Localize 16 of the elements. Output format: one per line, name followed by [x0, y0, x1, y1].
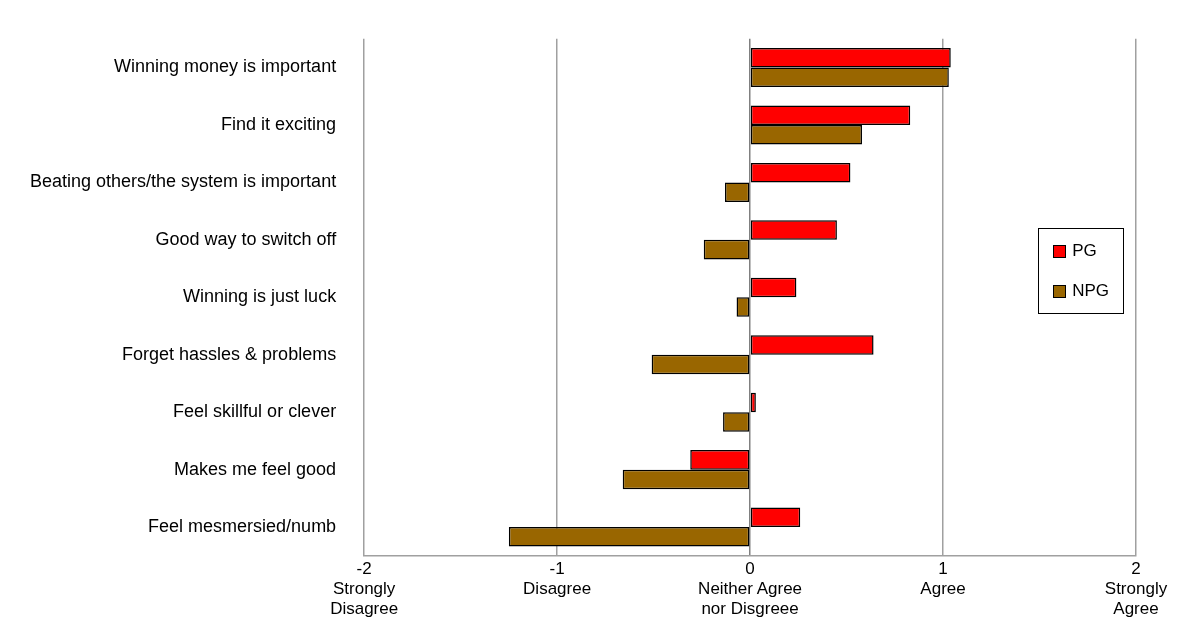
y-tick-label: Winning money is important — [114, 56, 337, 77]
x-tick-label: 1 Agree — [920, 558, 966, 599]
y-tick-label: Feel skillful or clever — [173, 401, 337, 422]
x-tick-label: -1 Disagree — [523, 558, 592, 599]
y-tick-label: Forget hassles & problems — [122, 343, 337, 364]
x-tick-label: 0 Neither Agree nor Disgreee — [698, 558, 803, 619]
y-tick-label: Winning is just luck — [183, 286, 338, 307]
legend-label: PG — [1072, 241, 1097, 261]
x-tick-label: -2 Strongly Disagree — [330, 558, 399, 619]
legend-label: NPG — [1072, 281, 1109, 301]
y-tick-label: Makes me feel good — [174, 458, 337, 479]
y-tick-label: Find it exciting — [221, 113, 337, 134]
x-tick-label: 2 Strongly Agree — [1104, 558, 1168, 619]
y-tick-label: Feel mesmersied/numb — [148, 516, 337, 537]
y-tick-label: Beating others/the system is important — [30, 171, 337, 192]
y-tick-label: Good way to switch off — [155, 228, 338, 249]
